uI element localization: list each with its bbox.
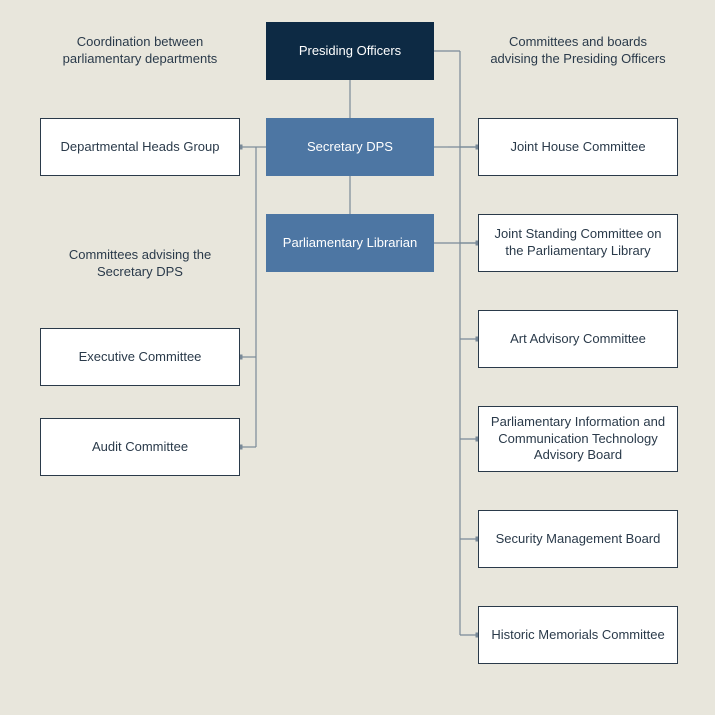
node-sec_mgmt: Security Management Board xyxy=(478,510,678,568)
node-librarian: Parliamentary Librarian xyxy=(266,214,434,272)
node-presiding: Presiding Officers xyxy=(266,22,434,80)
node-dept_heads: Departmental Heads Group xyxy=(40,118,240,176)
node-joint_house: Joint House Committee xyxy=(478,118,678,176)
node-art_adv: Art Advisory Committee xyxy=(478,310,678,368)
node-exec_comm: Executive Committee xyxy=(40,328,240,386)
node-left_hdr1: Coordination between parliamentary depar… xyxy=(40,22,240,80)
node-audit_comm: Audit Committee xyxy=(40,418,240,476)
node-pict_board: Parliamentary Information and Communicat… xyxy=(478,406,678,472)
node-secretary: Secretary DPS xyxy=(266,118,434,176)
node-left_hdr2: Committees advising the Secretary DPS xyxy=(40,235,240,293)
node-right_hdr: Committees and boards advising the Presi… xyxy=(478,22,678,80)
node-joint_stand: Joint Standing Committee on the Parliame… xyxy=(478,214,678,272)
node-hist_mem: Historic Memorials Committee xyxy=(478,606,678,664)
